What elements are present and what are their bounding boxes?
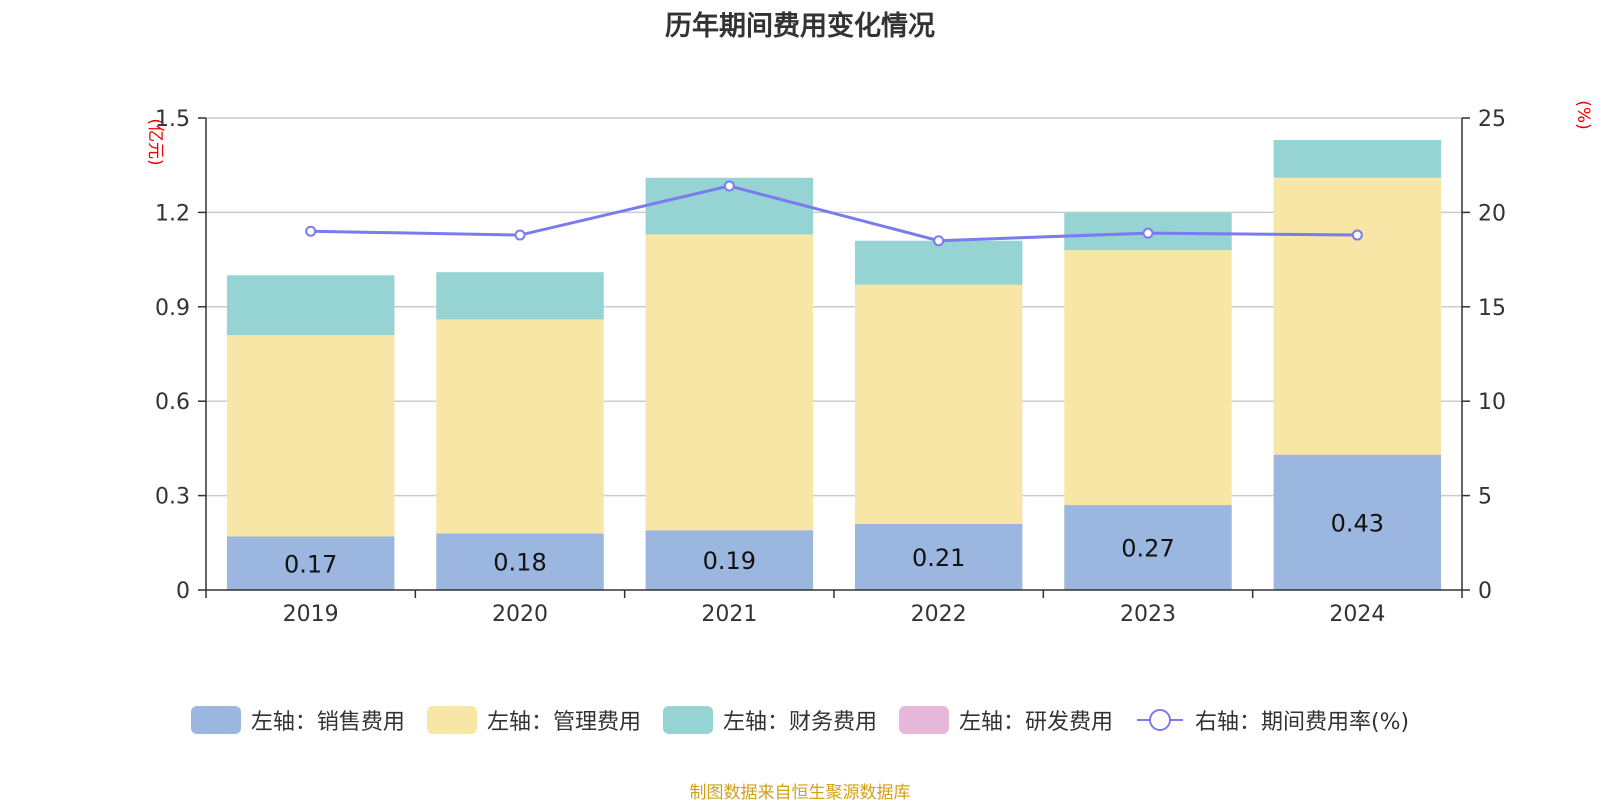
bar-data-label: 0.27 bbox=[1121, 535, 1174, 563]
chart-title: 历年期间费用变化情况 bbox=[665, 11, 935, 42]
left-axis-tick-label: 0.6 bbox=[155, 390, 190, 415]
bar-segment bbox=[854, 523, 1023, 590]
bar-data-label: 0.19 bbox=[703, 547, 756, 575]
rate-line bbox=[305, 180, 1363, 247]
bar-segment bbox=[1273, 140, 1442, 178]
rate-point bbox=[514, 229, 526, 241]
legend-item-rate[interactable]: 右轴：期间费用率(%) bbox=[1135, 704, 1409, 736]
bar-data-label: 0.17 bbox=[284, 550, 337, 578]
right-axis-tick-label: 10 bbox=[1478, 390, 1506, 415]
bar-segment bbox=[1064, 250, 1232, 506]
bar-segment bbox=[226, 275, 395, 336]
left-axis-tick-label: 1.5 bbox=[155, 107, 190, 132]
x-axis-tick-label: 2023 bbox=[1120, 602, 1176, 627]
axes: 0 0.3 0.6 0.9 1.2 1.5 0 5 10 15 20 25 2019 2020 2021 20… bbox=[155, 107, 1506, 627]
bar-segment bbox=[854, 284, 1023, 524]
bar-segment bbox=[436, 319, 604, 534]
bar-segment bbox=[645, 234, 814, 531]
legend-label-sales: 左轴：销售费用 bbox=[250, 710, 405, 735]
legend-item-admin[interactable]: 左轴：管理费用 bbox=[426, 704, 641, 736]
bar-segment bbox=[1273, 177, 1442, 455]
legend-label-admin: 左轴：管理费用 bbox=[486, 710, 641, 735]
x-axis-tick-label: 2021 bbox=[701, 602, 757, 627]
bar-data-label: 0.18 bbox=[493, 549, 546, 577]
rate-point bbox=[1142, 227, 1154, 239]
data-source-note: 制图数据来自恒生聚源数据库 bbox=[689, 783, 911, 803]
rate-point bbox=[1351, 229, 1363, 241]
bar-segment bbox=[1064, 505, 1232, 590]
bar-segment bbox=[1273, 454, 1442, 590]
bar-segment bbox=[645, 530, 814, 590]
bar-segment bbox=[854, 240, 1023, 285]
bar-segment bbox=[436, 533, 604, 590]
legend-swatch-sales bbox=[190, 706, 241, 734]
rate-line-path bbox=[310, 184, 1358, 243]
rate-point bbox=[305, 225, 317, 237]
legend: 左轴：销售费用 左轴：管理费用 左轴：财务费用 左轴：研发费用 右轴：期间费用率… bbox=[0, 700, 1600, 740]
right-axis-tick-label: 0 bbox=[1478, 579, 1492, 604]
rate-point bbox=[723, 180, 735, 192]
right-axis-tick-label: 20 bbox=[1478, 201, 1506, 226]
rate-point bbox=[933, 235, 945, 247]
bar-segment bbox=[436, 272, 604, 320]
x-axis-tick-label: 2020 bbox=[492, 602, 548, 627]
legend-label-finance: 左轴：财务费用 bbox=[722, 710, 877, 735]
bar-data-label: 0.21 bbox=[912, 544, 965, 572]
legend-swatch-finance bbox=[662, 706, 713, 734]
left-axis-tick-label: 0 bbox=[176, 579, 190, 604]
right-axis-tick-label: 5 bbox=[1478, 485, 1492, 510]
legend-swatch-rate bbox=[1136, 709, 1183, 731]
left-axis-tick-label: 0.9 bbox=[155, 296, 190, 321]
left-axis-tick-label: 0.3 bbox=[155, 485, 190, 510]
legend-swatch-rd bbox=[898, 706, 949, 734]
right-axis-tick-label: 25 bbox=[1478, 107, 1506, 132]
legend-item-finance[interactable]: 左轴：财务费用 bbox=[662, 704, 877, 736]
bar-segment bbox=[226, 335, 395, 537]
right-axis-unit: (%) bbox=[1573, 100, 1593, 129]
legend-label-rd: 左轴：研发费用 bbox=[958, 710, 1113, 735]
x-axis-tick-label: 2019 bbox=[283, 602, 339, 627]
x-axis-tick-label: 2022 bbox=[911, 602, 967, 627]
x-axis-tick-label: 2024 bbox=[1329, 602, 1385, 627]
left-axis-unit: (亿元) bbox=[145, 118, 165, 165]
legend-swatch-admin bbox=[426, 706, 477, 734]
bars bbox=[226, 140, 1442, 590]
bar-data-label: 0.43 bbox=[1331, 509, 1384, 537]
left-axis-tick-label: 1.2 bbox=[155, 201, 190, 226]
data-labels: 0.17 0.18 0.19 0.21 0.27 0.43 bbox=[284, 509, 1384, 578]
bar-segment bbox=[226, 536, 395, 590]
legend-item-sales[interactable]: 左轴：销售费用 bbox=[190, 704, 405, 736]
legend-label-rate: 右轴：期间费用率(%) bbox=[1194, 710, 1410, 735]
right-axis-tick-label: 15 bbox=[1478, 296, 1506, 321]
legend-item-rd[interactable]: 左轴：研发费用 bbox=[898, 704, 1113, 736]
